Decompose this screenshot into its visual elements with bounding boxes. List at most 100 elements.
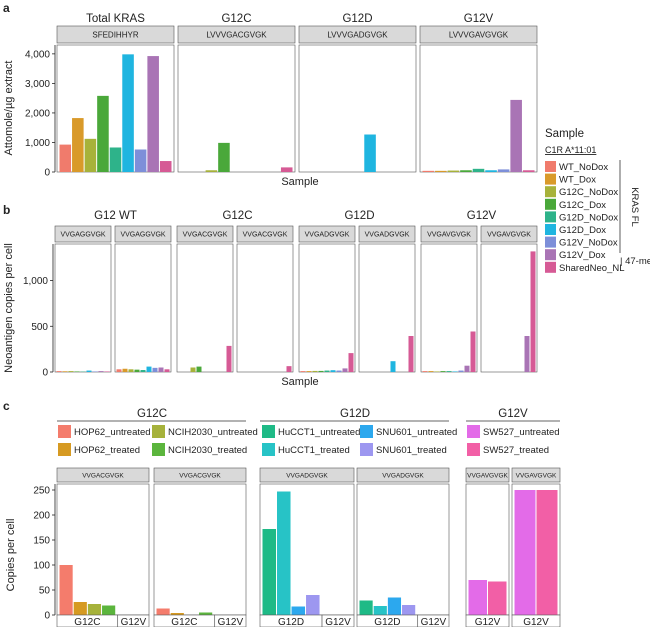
panel-a-y-axis-tick-label: 0 xyxy=(44,168,50,179)
panel-b-facet-4-bar xyxy=(318,370,324,372)
legend-a-item-label: G12V_Dox xyxy=(559,250,606,261)
panel-a-y-label: Attomole/µg extract xyxy=(3,61,15,156)
legend-a-subtitle: C1R A*11:01 xyxy=(545,145,596,155)
panel-c-bottom-label-box xyxy=(511,614,561,627)
legend-a-item-label: SharedNeo_NL xyxy=(559,263,625,274)
panel-c-facet-0-bar xyxy=(59,565,73,615)
panel-b-facet-frame xyxy=(358,243,416,373)
panel-c-bottom-label: G12V xyxy=(218,617,244,627)
panel-c-legend-swatch xyxy=(152,425,165,438)
panel-c-facet-1-bar xyxy=(170,613,184,615)
legend-a-swatch xyxy=(545,211,556,223)
panel-a-facet-3-bar xyxy=(460,170,472,172)
panel-c-facet-5-bar xyxy=(514,490,536,615)
panel-b-y-label: Neoantigen copies per cell xyxy=(3,243,15,373)
panel-c-bottom-label: G12V xyxy=(325,617,351,627)
panel-a-y-axis-tick-label: 2,000 xyxy=(25,108,50,119)
panel-c-legend-swatch xyxy=(262,425,275,438)
panel-c-y-label: Copies per cell xyxy=(5,519,17,592)
panel-b-group-title: G12D xyxy=(344,210,374,222)
panel-c-legend-label: NCIH2030_treated xyxy=(168,445,247,456)
panel-b-facet-1-strip-label: VVGAGGVGK xyxy=(120,232,165,239)
panel-b-x-label: Sample xyxy=(281,376,318,388)
panel-c-facet-2-strip-label: VVGADGVGK xyxy=(286,472,328,479)
panel-b-facet-frame xyxy=(236,243,294,373)
panel-c-bottom-label-box xyxy=(117,614,150,627)
panel-a-facet-0-bar xyxy=(159,161,172,172)
panel-b-facet-4-bar xyxy=(342,368,348,372)
panel-c-y-axis-tick-label: 200 xyxy=(33,511,50,522)
panel-c-facet-2-bar xyxy=(306,595,320,615)
panel-c-facet-3-strip xyxy=(356,467,450,483)
panel-c-facet-0-strip-label: VVGACGVGK xyxy=(82,472,124,479)
panel-b-facet-6-bar xyxy=(470,331,476,372)
panel-b-facet-1-bar xyxy=(146,366,152,372)
panel-c-facet-5-strip-label: VVGAVGVGK xyxy=(516,472,557,479)
legend-a-swatch xyxy=(545,236,556,248)
panel-c-legend-swatch xyxy=(360,443,373,456)
panel-c-facet-3-bar xyxy=(402,605,416,615)
panel-a-facet-1-strip-label: LVVVGACGVGK xyxy=(206,30,267,39)
panel-a-facet-1-bar xyxy=(218,142,230,172)
panel-c-bottom-label-box xyxy=(214,614,247,627)
panel-a-facet-0-bar xyxy=(134,149,147,172)
panel-c-facet-2-bar xyxy=(291,606,306,615)
panel-b-facet-4-strip-label: VVGADGVGK xyxy=(305,232,350,239)
panel-c-legend-label: NCIH2030_untreated xyxy=(168,427,258,438)
panel-a-facet-0-bar xyxy=(72,118,84,172)
panel-b-facet-3-strip-label: VVGACGVGK xyxy=(243,232,288,239)
panel-a-facet-2-strip-label: LVVVGADGVGK xyxy=(327,30,388,39)
panel-b-facet-6-bar xyxy=(434,371,440,372)
panel-c-bottom-label: G12D xyxy=(278,617,304,627)
panel-b-facet-frame xyxy=(54,243,112,373)
panel-b-facet-0-bar xyxy=(62,371,68,372)
panel-b-facet-0-bar xyxy=(74,371,80,372)
panel-b-y-axis-tick-label: 1,000 xyxy=(23,276,48,287)
panel-a-facet-2-strip xyxy=(298,25,417,44)
panel-a-facet-0-bar xyxy=(122,54,134,172)
panel-c-bottom-label-box xyxy=(417,614,450,627)
panel-c-y-axis-tick-label: 250 xyxy=(33,486,50,497)
panel-b-facet-3-bar xyxy=(286,366,292,372)
legend-a-item-label: G12V_NoDox xyxy=(559,238,618,249)
panel-c-facet-2-bar xyxy=(262,529,277,615)
panel-b-facet-1-bar xyxy=(122,368,128,372)
panel-c-bottom-label-box xyxy=(321,614,355,627)
legend-a-swatch xyxy=(545,224,556,235)
panel-a-facet-3-strip-label: LVVVGAVGVGK xyxy=(449,30,509,39)
panel-a-facet-frame xyxy=(298,44,417,173)
panel-c-bottom-label: G12V xyxy=(121,617,147,627)
panel-c-facet-frame xyxy=(153,483,247,616)
panel-b-group-title: G12V xyxy=(467,210,497,222)
panel-a-facet-3-bar xyxy=(435,170,447,172)
panel-b-facet-0-bar xyxy=(86,370,92,372)
legend-a-swatch xyxy=(545,161,556,172)
panel-c-bottom-label: G12V xyxy=(523,617,549,627)
panel-b-facet-6-strip xyxy=(420,225,478,243)
legend-a-item-label: G12C_Dox xyxy=(559,200,606,211)
panel-a-facet-3-bar xyxy=(522,170,535,172)
panel-c-bottom-label: G12D xyxy=(374,617,400,627)
panel-b-facet-0-bar xyxy=(98,371,104,372)
panel-b-facet-2-bar xyxy=(196,366,202,372)
panel-c-group-title: G12D xyxy=(340,408,370,420)
panel-c-legend-label: SNU601_treated xyxy=(376,445,447,456)
panel-a-facet-1-bar xyxy=(280,167,293,172)
panel-b-facet-1-bar xyxy=(134,369,140,372)
panel-c-legend-swatch xyxy=(262,443,275,456)
panel-a-facet-0-strip xyxy=(56,25,175,44)
panel-b-facet-2-bar xyxy=(226,345,232,372)
panel-b-facet-2-strip xyxy=(176,225,234,243)
panel-c-bottom-label-box xyxy=(465,614,510,627)
panel-b-facet-0-bar xyxy=(92,371,98,372)
panel-b-facet-0-strip-label: VVGAGGVGK xyxy=(60,232,105,239)
panel-b-facet-7-bar xyxy=(530,251,536,372)
panel-b-facet-1-bar xyxy=(158,367,164,372)
panel-b-y-axis-tick-label: 0 xyxy=(42,368,48,379)
panel-c-legend-label: SW527_untreated xyxy=(483,427,560,438)
legend-a-item-label: WT_Dox xyxy=(559,175,596,186)
panel-c-facet-2-bar xyxy=(277,491,291,615)
panel-c-facet-0-bar xyxy=(73,602,87,615)
panel-b-facet-7-strip-label: VVGAVGVGK xyxy=(487,232,531,239)
panel-c-group-title: G12C xyxy=(137,408,167,420)
